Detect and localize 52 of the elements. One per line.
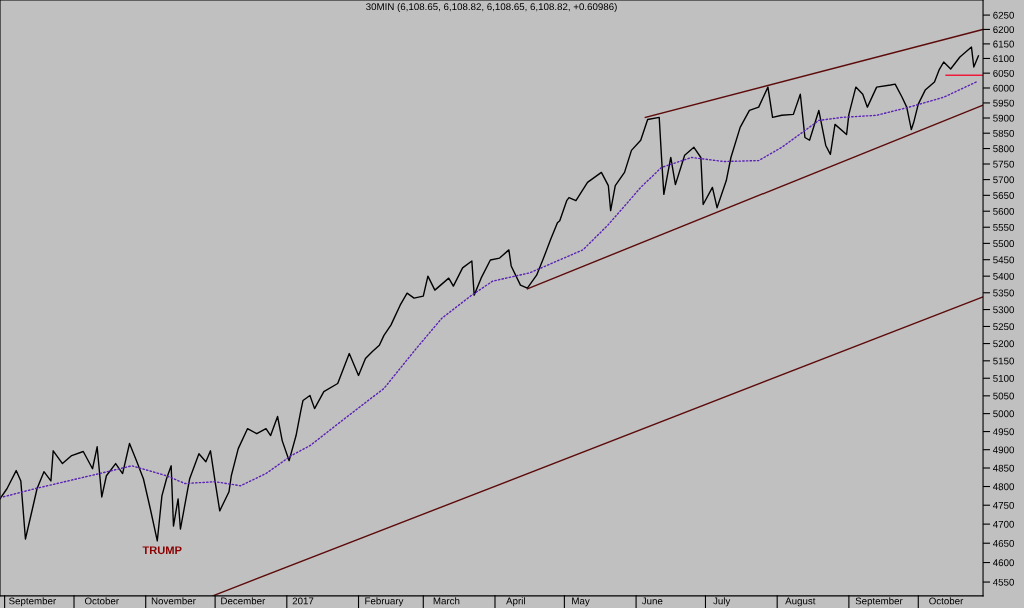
- y-tick-label: 5000: [993, 410, 1015, 418]
- x-tick-label: September: [855, 597, 903, 607]
- x-tick-label: August: [785, 597, 816, 607]
- y-tick-label: 4650: [992, 539, 1015, 547]
- y-tick-label: 6050: [993, 69, 1015, 77]
- y-tick-label: 5150: [993, 357, 1015, 365]
- y-tick-label: 6000: [993, 84, 1015, 92]
- y-tick-label: 6150: [993, 40, 1015, 48]
- line-series: [0, 81, 977, 499]
- x-tick-label: February: [365, 597, 404, 607]
- y-tick-label: 5900: [993, 114, 1015, 122]
- y-tick-label: 4700: [992, 520, 1015, 528]
- y-tick-label: 6200: [993, 26, 1015, 34]
- y-tick-label: 5050: [993, 392, 1015, 400]
- x-tick-label: April: [506, 597, 525, 607]
- x-tick-label: December: [221, 597, 266, 605]
- y-tick-label: 4900: [992, 446, 1015, 454]
- y-tick-label: 4600: [992, 559, 1015, 567]
- y-tick-label: 6100: [993, 55, 1015, 63]
- y-tick-label: 5750: [993, 160, 1015, 168]
- x-tick-label: June: [641, 597, 663, 605]
- x-tick-label: October: [84, 597, 119, 605]
- x-tick-label: March: [433, 597, 460, 605]
- y-tick-label: 4850: [992, 464, 1015, 472]
- y-tick-label: 5850: [993, 129, 1015, 137]
- y-tick-label: 5100: [993, 374, 1015, 382]
- y-tick-label: 4800: [992, 483, 1015, 491]
- x-tick-label: October: [929, 597, 964, 605]
- y-tick-label: 5650: [993, 192, 1015, 199]
- x-tick-label: July: [713, 597, 731, 607]
- y-tick-label: 5500: [993, 240, 1015, 248]
- y-tick-label: 4550: [992, 578, 1015, 586]
- y-tick-label: 5950: [993, 99, 1015, 107]
- y-tick-label: 5250: [993, 323, 1015, 331]
- y-tick-label: 5400: [993, 272, 1015, 280]
- y-tick-label: 6250: [993, 11, 1015, 19]
- annotation: TRUMP: [142, 546, 182, 555]
- y-tick-label: 5550: [993, 223, 1015, 231]
- y-tick-label: 5450: [993, 256, 1015, 264]
- y-tick-label: 5200: [993, 340, 1015, 348]
- x-tick-label: September: [9, 597, 56, 607]
- y-tick-label: 5700: [993, 176, 1015, 184]
- y-tick-label: 5600: [993, 207, 1015, 215]
- y-tick-label: 5300: [993, 306, 1015, 314]
- x-tick-label: 2017: [292, 597, 314, 605]
- x-tick-label: May: [572, 597, 590, 607]
- y-tick-label: 4950: [992, 428, 1015, 436]
- x-tick-label: November: [151, 597, 196, 605]
- chart-title: 30MIN (6,108.65, 6,108.82, 6,108.65, 6,108.82, +0.60986): [366, 2, 617, 13]
- y-tick-label: 5800: [993, 145, 1015, 153]
- y-tick-label: 5350: [993, 289, 1015, 297]
- y-tick-label: 4750: [992, 501, 1015, 509]
